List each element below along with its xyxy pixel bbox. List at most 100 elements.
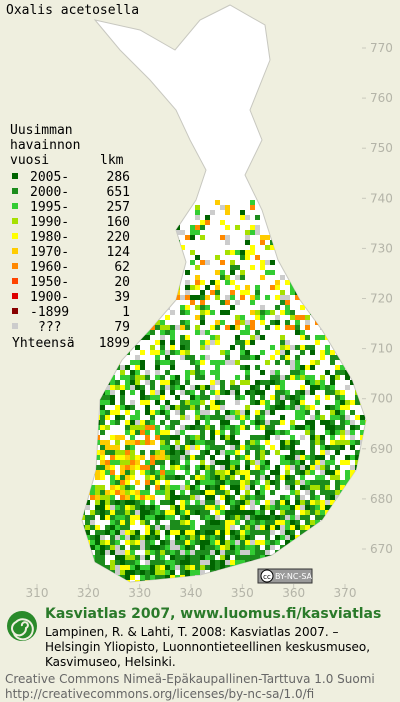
occurrence-cell <box>95 495 100 500</box>
occurrence-cell <box>100 545 105 550</box>
occurrence-cell <box>105 545 110 550</box>
occurrence-cell <box>130 455 135 460</box>
occurrence-cell <box>130 385 135 390</box>
occurrence-cell <box>160 320 165 325</box>
occurrence-cell <box>215 475 220 480</box>
occurrence-cell <box>230 545 235 550</box>
occurrence-cell <box>165 440 170 445</box>
occurrence-cell <box>150 385 155 390</box>
occurrence-cell <box>115 450 120 455</box>
occurrence-cell <box>190 400 195 405</box>
occurrence-cell <box>280 515 285 520</box>
occurrence-cell <box>220 565 225 570</box>
occurrence-cell <box>180 350 185 355</box>
occurrence-cell <box>345 420 350 425</box>
occurrence-cell <box>310 500 315 505</box>
occurrence-cell <box>260 515 265 520</box>
occurrence-cell <box>170 510 175 515</box>
occurrence-cell <box>315 475 320 480</box>
occurrence-cell <box>260 460 265 465</box>
occurrence-cell <box>135 490 140 495</box>
occurrence-cell <box>330 490 335 495</box>
occurrence-cell <box>165 550 170 555</box>
occurrence-cell <box>315 460 320 465</box>
occurrence-cell <box>295 390 300 395</box>
occurrence-cell <box>85 515 90 520</box>
occurrence-cell <box>315 385 320 390</box>
occurrence-cell <box>300 410 305 415</box>
occurrence-cell <box>250 385 255 390</box>
occurrence-cell <box>135 555 140 560</box>
occurrence-cell <box>185 400 190 405</box>
occurrence-cell <box>325 395 330 400</box>
occurrence-cell <box>130 500 135 505</box>
legend-count: 39 <box>114 290 130 305</box>
occurrence-cell <box>155 560 160 565</box>
occurrence-cell <box>165 500 170 505</box>
occurrence-cell <box>315 495 320 500</box>
occurrence-cell <box>110 560 115 565</box>
occurrence-cell <box>225 225 230 230</box>
occurrence-cell <box>130 560 135 565</box>
occurrence-cell <box>300 470 305 475</box>
occurrence-cell <box>225 355 230 360</box>
occurrence-cell <box>135 460 140 465</box>
occurrence-cell <box>310 490 315 495</box>
occurrence-cell <box>160 570 165 575</box>
occurrence-cell <box>150 460 155 465</box>
occurrence-cell <box>110 550 115 555</box>
occurrence-cell <box>200 375 205 380</box>
occurrence-cell <box>120 485 125 490</box>
y-tick-label: 690 <box>370 442 393 456</box>
occurrence-cell <box>90 520 95 525</box>
occurrence-cell <box>155 430 160 435</box>
occurrence-cell <box>235 300 240 305</box>
occurrence-cell <box>115 505 120 510</box>
occurrence-cell <box>110 505 115 510</box>
occurrence-cell <box>285 500 290 505</box>
occurrence-cell <box>205 520 210 525</box>
occurrence-cell <box>350 420 355 425</box>
occurrence-cell <box>160 515 165 520</box>
occurrence-cell <box>205 355 210 360</box>
occurrence-cell <box>285 350 290 355</box>
occurrence-cell <box>110 515 115 520</box>
occurrence-cell <box>100 450 105 455</box>
occurrence-cell <box>115 405 120 410</box>
occurrence-cell <box>315 400 320 405</box>
occurrence-cell <box>165 560 170 565</box>
occurrence-cell <box>200 435 205 440</box>
occurrence-cell <box>130 485 135 490</box>
occurrence-cell <box>120 365 125 370</box>
occurrence-cell <box>185 515 190 520</box>
occurrence-cell <box>295 405 300 410</box>
legend-label: ??? <box>38 320 61 335</box>
occurrence-cell <box>295 355 300 360</box>
occurrence-cell <box>225 540 230 545</box>
occurrence-cell <box>265 550 270 555</box>
occurrence-cell <box>215 415 220 420</box>
occurrence-cell <box>280 510 285 515</box>
occurrence-cell <box>215 390 220 395</box>
occurrence-cell <box>195 330 200 335</box>
occurrence-cell <box>165 565 170 570</box>
occurrence-cell <box>100 485 105 490</box>
occurrence-cell <box>270 505 275 510</box>
occurrence-cell <box>115 535 120 540</box>
occurrence-cell <box>235 530 240 535</box>
occurrence-cell <box>190 225 195 230</box>
occurrence-cell <box>140 490 145 495</box>
occurrence-cell <box>335 375 340 380</box>
occurrence-cell <box>240 290 245 295</box>
occurrence-cell <box>95 545 100 550</box>
occurrence-cell <box>150 345 155 350</box>
occurrence-cell <box>255 425 260 430</box>
occurrence-cell <box>260 380 265 385</box>
occurrence-cell <box>130 375 135 380</box>
occurrence-cell <box>215 335 220 340</box>
occurrence-cell <box>305 485 310 490</box>
occurrence-cell <box>280 525 285 530</box>
occurrence-cell <box>140 505 145 510</box>
occurrence-cell <box>245 415 250 420</box>
occurrence-cell <box>165 570 170 575</box>
